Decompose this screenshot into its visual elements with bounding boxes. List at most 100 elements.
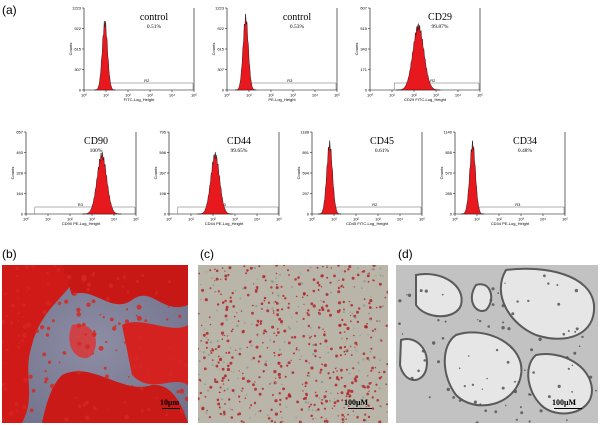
y-axis-label: Counts (68, 43, 73, 56)
x-tick-label: 10⁵ (419, 217, 425, 222)
y-tick-label: 0 (164, 212, 167, 217)
x-tick-label: 10³ (518, 217, 524, 222)
x-tick-label: 10⁰ (367, 93, 373, 98)
x-tick-label: 10¹ (188, 217, 194, 222)
y-tick-label: 0 (222, 88, 225, 93)
y-tick-label: 0 (365, 88, 368, 93)
scalebar-c-line (348, 407, 372, 409)
x-tick-label: 10⁵ (191, 93, 197, 98)
y-axis-label: Counts (439, 167, 444, 180)
histogram-title: control (140, 12, 169, 23)
y-tick-label: 297 (302, 191, 309, 196)
x-tick-label: 10⁰ (81, 93, 87, 98)
x-tick-label: 10² (353, 217, 359, 222)
x-axis-label: CD44 PE-Log_Height (205, 221, 244, 226)
photo-c-image (198, 265, 388, 423)
x-tick-label: 10¹ (45, 217, 51, 222)
x-tick-label: 10² (496, 217, 502, 222)
histogram-cd34-6: 0 285 570 855 1140 10⁰ 10¹ 10² 10³ 10⁴ 10⁵ Counts CD… (439, 130, 568, 227)
y-tick-label: 285 (445, 191, 452, 196)
x-tick-label: 10⁵ (477, 93, 483, 98)
x-tick-label: 10³ (89, 217, 95, 222)
x-tick-label: 10⁰ (166, 217, 172, 222)
photo-panel-c: 100μM (198, 265, 388, 423)
histogram-percent: 99.87% (432, 24, 449, 30)
panel-label-c: (c) (200, 247, 214, 261)
histogram-title: CD29 (428, 12, 452, 23)
gate-label: R2 (144, 78, 150, 83)
x-tick-label: 10⁴ (111, 217, 117, 222)
histogram-title: CD34 (513, 136, 537, 147)
histogram-cd29-2: 0 171 343 515 607 10⁰ 10¹ 10² 10³ 10⁴ 10⁵ Counts CD2… (354, 6, 483, 103)
x-tick-label: 10³ (232, 217, 238, 222)
gate-label: R3 (287, 78, 293, 83)
x-tick-label: 10⁴ (397, 217, 403, 222)
gate-marker (34, 206, 136, 214)
histogram-cd90-3: 0 164 328 493 657 10⁰ 10¹ 10² 10³ 10⁴ 10⁵ Counts CD9… (10, 130, 139, 227)
x-tick-label: 10¹ (246, 93, 252, 98)
y-axis-label: Counts (211, 43, 216, 56)
x-tick-label: 10³ (375, 217, 381, 222)
gate-label: R3 (78, 202, 84, 207)
y-tick-label: 795 (159, 130, 166, 135)
x-axis-label: CD34 PE-Log_Height (491, 221, 530, 226)
x-tick-label: 10⁵ (334, 93, 340, 98)
histogram-peak (396, 23, 441, 91)
y-tick-label: 171 (360, 67, 367, 72)
x-tick-label: 10² (125, 93, 131, 98)
x-tick-label: 10² (268, 93, 274, 98)
x-tick-label: 10⁴ (254, 217, 260, 222)
histogram-title: control (283, 12, 312, 23)
x-axis-label: CD29 FITC-Log_Height (404, 97, 447, 102)
x-tick-label: 10⁵ (276, 217, 282, 222)
y-tick-label: 855 (445, 150, 452, 155)
scalebar-d-line (554, 407, 582, 409)
y-tick-label: 657 (16, 130, 23, 135)
x-tick-label: 10⁵ (562, 217, 568, 222)
histogram-percent: 0.48% (518, 148, 533, 154)
scalebar-b-label: 10μm (160, 398, 180, 407)
gate-marker (107, 82, 194, 90)
x-tick-label: 10⁰ (452, 217, 458, 222)
y-tick-label: 594 (302, 171, 309, 176)
gate-label: R2 (430, 78, 436, 83)
histogram-peak (234, 13, 257, 91)
y-tick-label: 307 (217, 67, 224, 72)
y-tick-label: 164 (16, 191, 23, 196)
y-tick-label: 922 (217, 26, 224, 31)
histogram-peak (197, 151, 233, 215)
y-tick-label: 922 (74, 26, 81, 31)
scalebar-c-label: 100μM (344, 398, 369, 407)
histogram-peak (317, 140, 342, 215)
x-tick-label: 10² (210, 217, 216, 222)
gate-marker (393, 82, 480, 90)
y-tick-label: 570 (445, 171, 452, 176)
y-tick-label: 343 (360, 47, 367, 52)
x-tick-label: 10⁴ (312, 93, 318, 98)
y-tick-label: 515 (360, 26, 367, 31)
x-tick-label: 10⁴ (540, 217, 546, 222)
x-tick-label: 10³ (433, 93, 439, 98)
histogram-percent: 0.51% (147, 24, 162, 30)
scalebar-d-label: 100μM (552, 398, 577, 407)
y-axis-label: Counts (153, 167, 158, 180)
y-tick-label: 307 (74, 67, 81, 72)
histogram-title: CD45 (370, 136, 394, 147)
y-tick-label: 1223 (215, 6, 225, 11)
y-tick-label: 0 (21, 212, 24, 217)
y-tick-label: 0 (307, 212, 310, 217)
y-tick-label: 493 (16, 150, 23, 155)
y-tick-label: 607 (360, 6, 367, 11)
y-tick-label: 615 (74, 47, 81, 52)
y-tick-label: 1188 (300, 130, 309, 135)
y-tick-label: 615 (217, 47, 224, 52)
x-tick-label: 10⁴ (169, 93, 175, 98)
histogram-title: CD44 (227, 136, 251, 147)
y-tick-label: 0 (79, 88, 82, 93)
x-tick-label: 10⁴ (455, 93, 461, 98)
x-tick-label: 10⁵ (133, 217, 139, 222)
x-tick-label: 10¹ (474, 217, 480, 222)
x-tick-label: 10¹ (389, 93, 395, 98)
photo-b-image (2, 265, 188, 423)
x-tick-label: 10⁰ (309, 217, 315, 222)
